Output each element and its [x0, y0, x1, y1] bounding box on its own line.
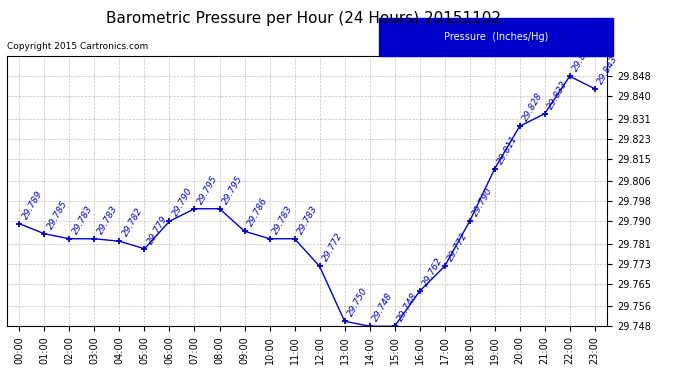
Text: 29.790: 29.790	[471, 187, 495, 219]
Text: 29.783: 29.783	[96, 204, 119, 236]
Text: Pressure  (Inches/Hg): Pressure (Inches/Hg)	[444, 32, 549, 42]
Text: 29.786: 29.786	[246, 196, 270, 228]
Text: 29.795: 29.795	[196, 174, 219, 206]
Text: 29.779: 29.779	[146, 214, 170, 246]
Text: 29.783: 29.783	[71, 204, 95, 236]
Text: 29.795: 29.795	[221, 174, 244, 206]
Text: 29.783: 29.783	[271, 204, 295, 236]
Text: 29.811: 29.811	[496, 134, 520, 166]
Text: 29.762: 29.762	[421, 256, 444, 288]
Text: 29.772: 29.772	[446, 232, 470, 264]
Text: 29.785: 29.785	[46, 199, 70, 231]
Text: 29.789: 29.789	[21, 189, 44, 221]
Text: 29.772: 29.772	[321, 232, 344, 264]
Text: 29.748: 29.748	[371, 292, 395, 324]
FancyBboxPatch shape	[379, 18, 613, 56]
Text: 29.790: 29.790	[171, 187, 195, 219]
Text: 29.750: 29.750	[346, 286, 370, 318]
Text: Copyright 2015 Cartronics.com: Copyright 2015 Cartronics.com	[7, 42, 148, 51]
Text: 29.783: 29.783	[296, 204, 319, 236]
Text: 29.833: 29.833	[546, 79, 570, 111]
Text: Barometric Pressure per Hour (24 Hours) 20151102: Barometric Pressure per Hour (24 Hours) …	[106, 11, 501, 26]
Text: 29.828: 29.828	[521, 92, 544, 123]
Text: 29.782: 29.782	[121, 207, 144, 238]
Text: 29.848: 29.848	[571, 42, 595, 74]
Text: 29.748: 29.748	[396, 292, 420, 324]
Text: 29.843: 29.843	[596, 54, 620, 86]
